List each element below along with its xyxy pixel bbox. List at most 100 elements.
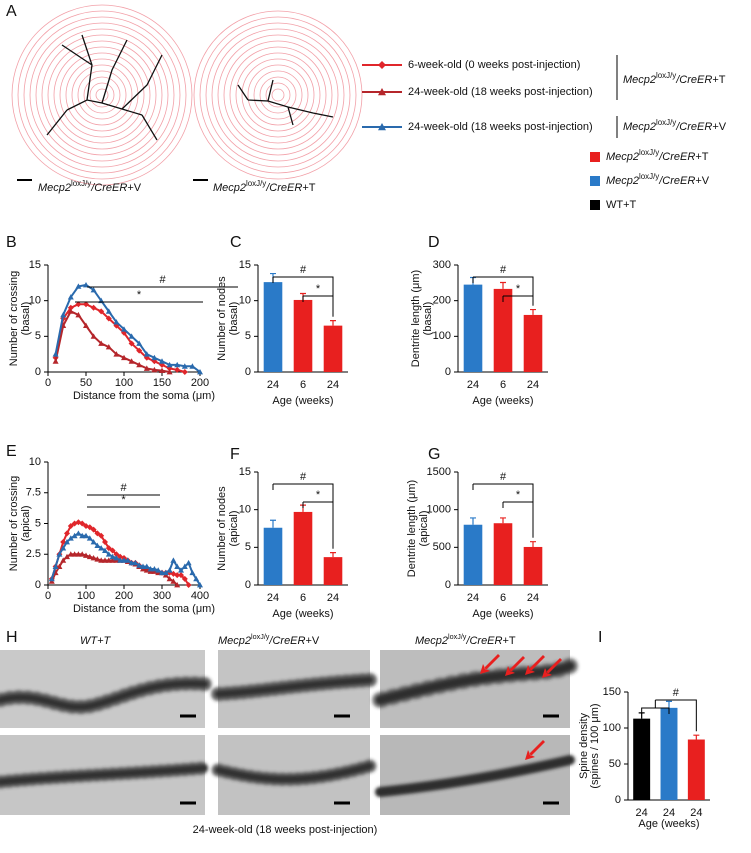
y-tick-label: 5: [35, 330, 41, 342]
bar: [323, 325, 343, 372]
data-point: [60, 557, 67, 563]
y-axis-title: Dentrite length (μm): [410, 270, 422, 367]
image-label: WT+T: [80, 635, 112, 647]
sholl-ring: [23, 16, 181, 174]
data-point: [121, 557, 127, 563]
data-point: [174, 563, 181, 569]
data-point: [113, 551, 120, 558]
data-point: [94, 542, 101, 549]
error-bar: [666, 700, 672, 708]
data-point: [98, 532, 105, 539]
y-tick-label: 0: [35, 366, 41, 378]
y-axis-title: Number of nodes: [216, 276, 228, 361]
data-point: [86, 535, 93, 541]
data-point: [98, 308, 105, 315]
x-tick-label: 24: [527, 592, 539, 604]
treatment: +V: [127, 182, 141, 194]
data-point: [136, 562, 143, 568]
error-bar: [270, 519, 276, 528]
sholl-ring: [65, 58, 139, 132]
data-point: [151, 566, 158, 572]
dendrites: [0, 658, 578, 797]
allele: loxJ/y: [251, 632, 270, 641]
x-tick-label: 100: [77, 590, 95, 602]
data-point: [181, 563, 188, 569]
x-tick-label: 24: [267, 379, 279, 391]
legend-label: 24-week-old (18 weeks post-injection): [408, 121, 593, 133]
sholl-ring: [229, 46, 327, 144]
data-point: [52, 563, 59, 569]
y-tick-label: 10: [239, 295, 251, 307]
gene: Mecp2: [623, 121, 656, 133]
x-tick-label: 24: [467, 379, 479, 391]
x-axis-title: Age (weeks): [272, 608, 333, 620]
genotype-label: Mecp2loxJ/y/CreER+T: [213, 179, 316, 194]
y-tick-label: 200: [433, 295, 451, 307]
bar: [687, 739, 705, 800]
y-axis-title: (basal): [20, 302, 32, 336]
data-point: [113, 554, 120, 561]
bracket: [655, 699, 697, 732]
data-point: [67, 294, 74, 300]
bar: [293, 511, 313, 585]
data-point: [52, 351, 59, 357]
x-tick-label: 24: [267, 592, 279, 604]
gene: Mecp2: [218, 635, 251, 647]
data-point: [178, 567, 184, 573]
y-tick-label: 15: [239, 466, 251, 478]
annotation: *: [316, 489, 321, 501]
legend-swatch: [590, 176, 600, 186]
y-tick-label: 100: [603, 722, 621, 734]
legend-marker: [378, 88, 386, 96]
driver: /CreER: [658, 175, 695, 187]
allele: loxJ/y: [639, 172, 659, 181]
y-tick-label: 0: [445, 366, 451, 378]
data-point: [105, 551, 112, 557]
x-tick-label: 6: [300, 592, 306, 604]
y-axis-title: Number of crossing: [8, 476, 20, 571]
legend-swatch: [590, 152, 600, 162]
panel-letter: H: [6, 629, 18, 646]
y-axis-title: (basal): [228, 302, 240, 336]
sholl-images: [11, 4, 363, 186]
x-tick-label: 200: [191, 377, 209, 389]
error-bar: [330, 552, 336, 558]
error-bar: [530, 308, 536, 315]
data-point: [67, 308, 74, 314]
x-axis-title: Age (weeks): [272, 395, 333, 407]
data-point: [109, 547, 116, 554]
x-tick-label: 24: [327, 379, 339, 391]
sholl-ring: [11, 4, 193, 186]
sholl-ring: [217, 34, 339, 156]
y-tick-label: 0: [445, 579, 451, 591]
sholl-ring: [199, 16, 357, 174]
panel-letters: A B C D E F G H I: [6, 3, 602, 646]
bracket: [503, 295, 534, 306]
bar: [323, 557, 343, 585]
data-point: [155, 567, 162, 573]
y-tick-label: 1000: [427, 504, 451, 516]
annotation: #: [300, 471, 307, 483]
data-point: [94, 530, 101, 537]
genotype-label: Mecp2loxJ/y/CreER+V: [623, 118, 727, 133]
bar: [463, 524, 483, 585]
data-point: [83, 532, 89, 539]
gene: Mecp2: [623, 74, 656, 86]
data-point: [79, 551, 86, 557]
data-point: [174, 572, 181, 579]
x-tick-label: 24: [327, 592, 339, 604]
x-tick-label: 200: [115, 590, 133, 602]
x-tick-label: 24: [467, 592, 479, 604]
sholl-ring: [253, 70, 303, 120]
data-point: [75, 551, 82, 557]
y-tick-label: 0: [35, 579, 41, 591]
driver: /CreER: [90, 182, 127, 194]
bar: [633, 718, 651, 800]
y-axis-title: (spines / 100 μm): [589, 703, 601, 788]
data-point: [90, 554, 97, 561]
data-point: [174, 582, 181, 588]
x-tick-label: 6: [500, 379, 506, 391]
data-point: [105, 308, 112, 314]
data-point: [136, 340, 143, 346]
